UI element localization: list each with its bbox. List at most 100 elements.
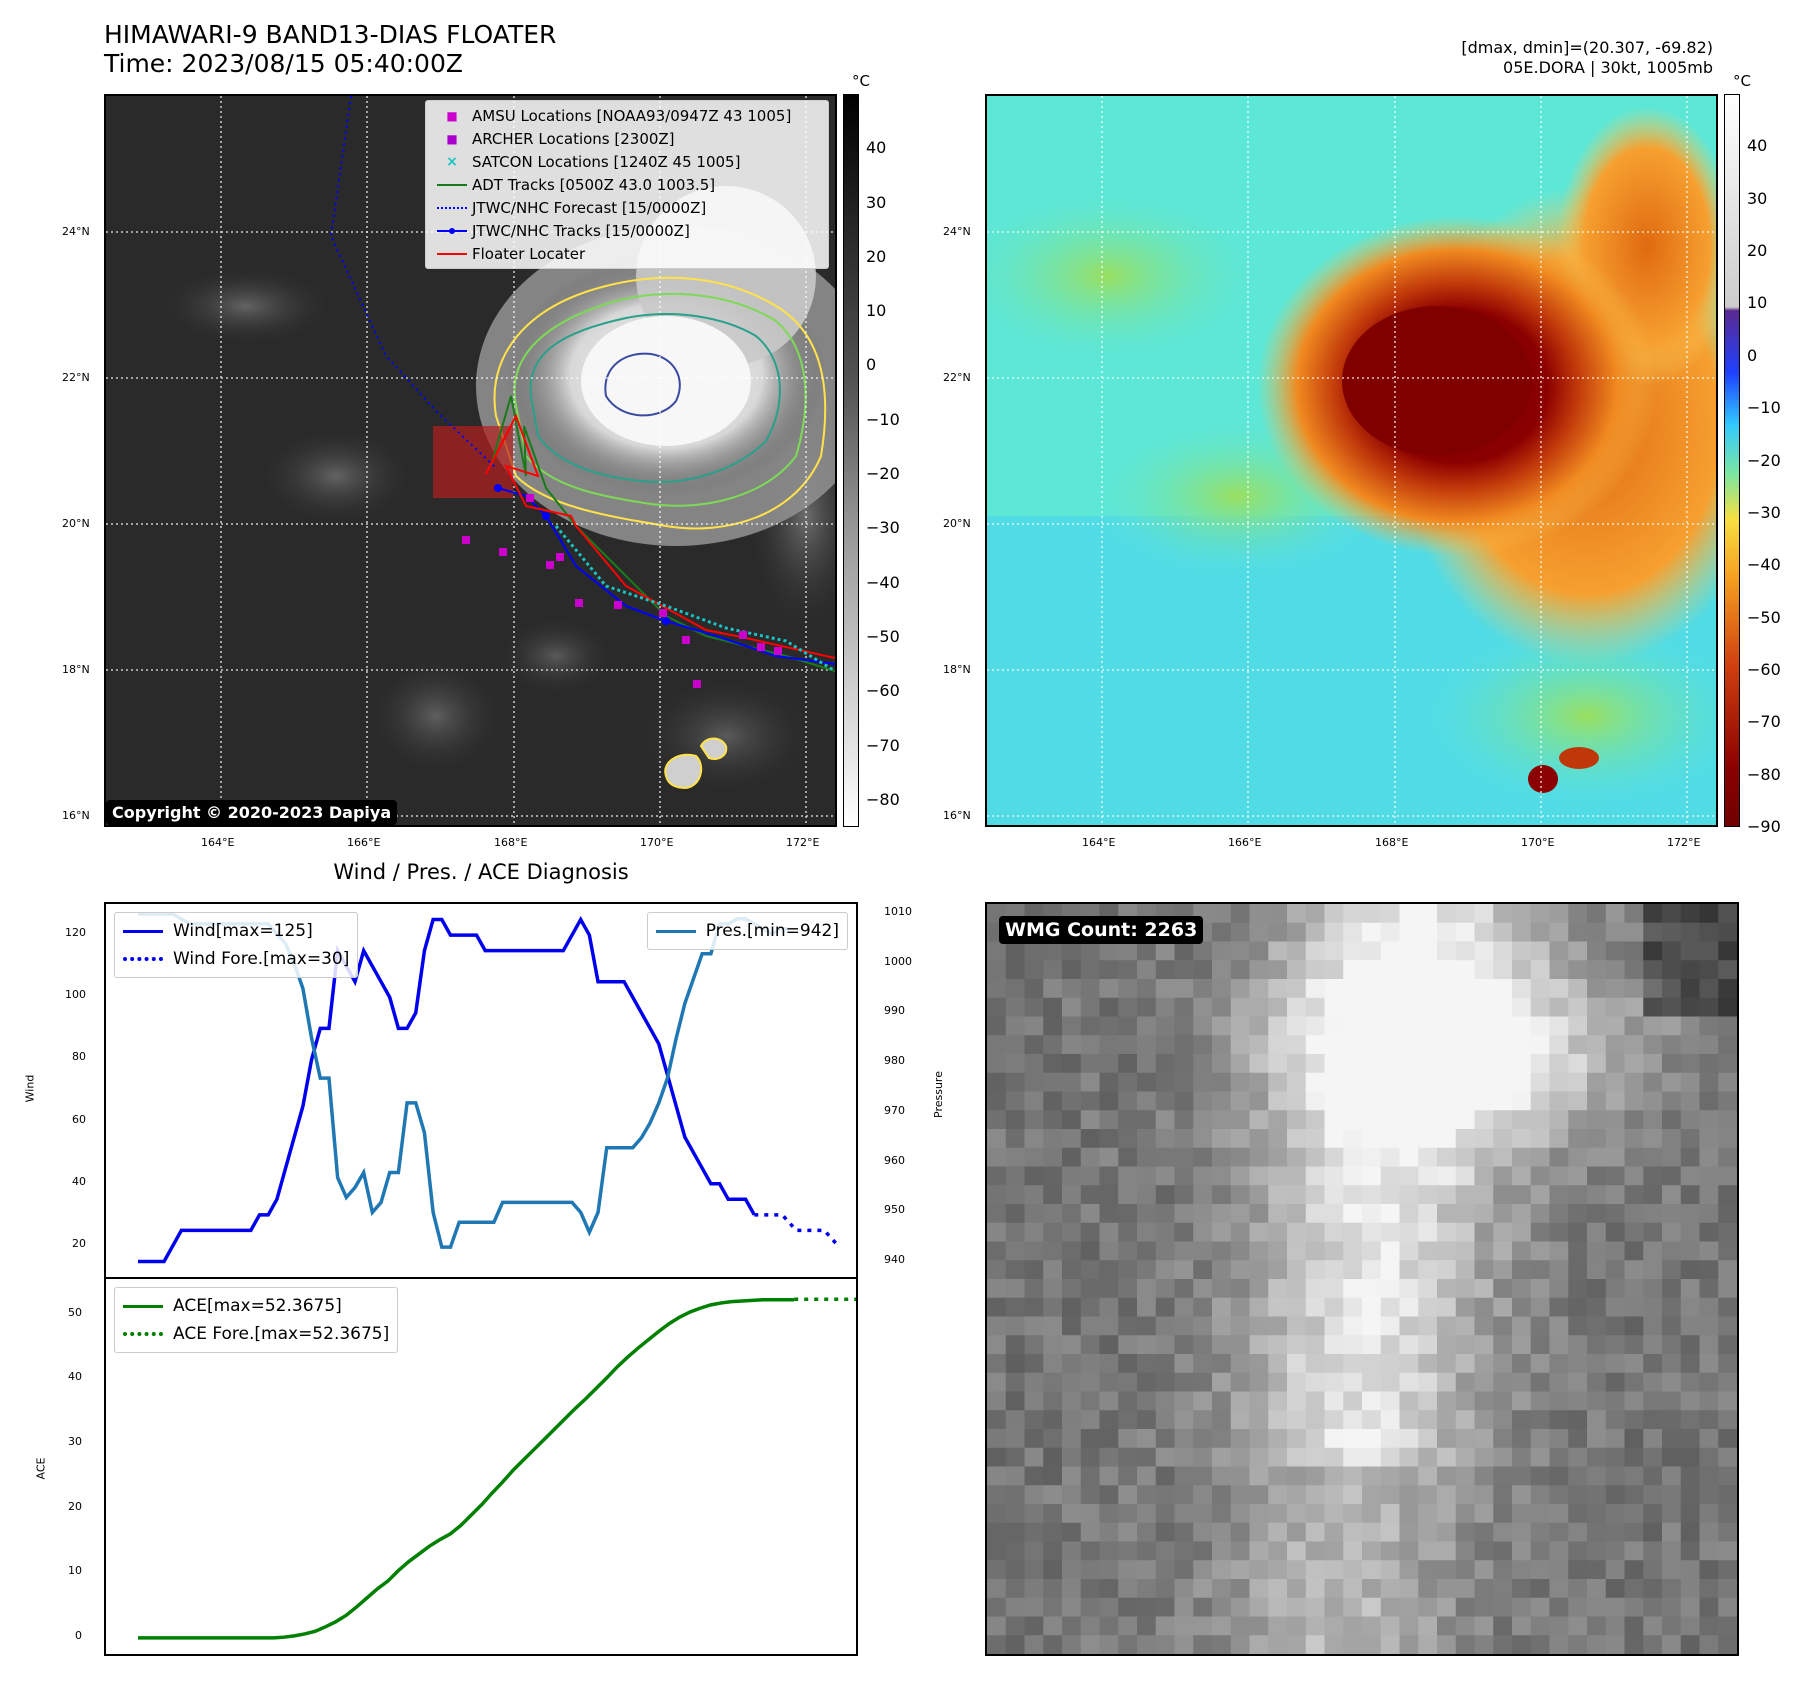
line-marker-icon bbox=[432, 183, 472, 186]
legend-item-amsu: ■ AMSU Locations [NOAA93/0947Z 43 1005] bbox=[432, 104, 822, 127]
dotted-line-icon bbox=[123, 957, 163, 961]
pressure-tick: 960 bbox=[884, 1153, 905, 1167]
legend-item-wind: Wind[max=125] bbox=[123, 917, 349, 945]
pressure-ylabel: Pressure bbox=[931, 1071, 945, 1118]
enhanced-map-svg bbox=[987, 96, 1716, 825]
colorbar-tick: 20 bbox=[866, 246, 887, 266]
wind-tick: 120 bbox=[65, 926, 86, 940]
lat-tick: 16°N bbox=[943, 809, 971, 822]
legend-label: Wind[max=125] bbox=[173, 921, 313, 941]
lat-tick: 20°N bbox=[62, 517, 90, 530]
pressure-tick: 970 bbox=[884, 1103, 905, 1117]
figure-title: HIMAWARI-9 BAND13-DIAS FLOATER Time: 202… bbox=[104, 20, 556, 78]
dotted-line-icon bbox=[123, 1332, 163, 1336]
diagnosis-title: Wind / Pres. / ACE Diagnosis bbox=[333, 860, 629, 884]
colorbar-tick: 0 bbox=[1747, 345, 1758, 365]
colorbar-tick: −70 bbox=[866, 735, 900, 755]
wmg-svg bbox=[987, 904, 1737, 1654]
lat-tick: 16°N bbox=[62, 809, 90, 822]
square-marker-icon: ■ bbox=[446, 131, 458, 146]
pressure-tick: 950 bbox=[884, 1203, 905, 1217]
line-marker-icon bbox=[123, 929, 163, 933]
legend-item-satcon: × SATCON Locations [1240Z 45 1005] bbox=[432, 150, 822, 173]
legend-item-jtwc-forecast: JTWC/NHC Forecast [15/0000Z] bbox=[432, 196, 822, 219]
pressure-tick: 940 bbox=[884, 1253, 905, 1267]
title-line1: HIMAWARI-9 BAND13-DIAS FLOATER bbox=[104, 20, 557, 49]
line-marker-icon bbox=[432, 252, 472, 255]
lon-tick: 168°E bbox=[1375, 836, 1409, 849]
enhanced-map-panel bbox=[985, 94, 1718, 827]
colorbar-tick: −50 bbox=[866, 626, 900, 646]
ace-series-line bbox=[138, 1297, 795, 1640]
ace-panel: ACE[max=52.3675] ACE Fore.[max=52.3675] bbox=[104, 1277, 858, 1656]
colorbar-tick: 20 bbox=[1747, 241, 1768, 261]
legend-label: JTWC/NHC Forecast [15/0000Z] bbox=[472, 198, 707, 217]
colorbar-tick: −30 bbox=[1747, 502, 1781, 522]
pressure-tick: 1000 bbox=[884, 954, 912, 968]
legend-label: Floater Locater bbox=[472, 244, 586, 263]
x-marker-icon: × bbox=[446, 153, 458, 170]
wind-tick: 60 bbox=[72, 1112, 86, 1126]
colorbar-tick: −20 bbox=[1747, 450, 1781, 470]
colorbar-tick: 30 bbox=[866, 192, 887, 212]
wmg-mosaic bbox=[987, 904, 1737, 1654]
colorbar-tick: −60 bbox=[866, 681, 900, 701]
legend-label: ARCHER Locations [2300Z] bbox=[472, 129, 675, 148]
meta-info: [dmax, dmin]=(20.307, -69.82) 05E.DORA |… bbox=[1461, 38, 1713, 78]
legend-item-adt: ADT Tracks [0500Z 43.0 1003.5] bbox=[432, 173, 822, 196]
legend-item-pressure: Pres.[min=942] bbox=[655, 917, 839, 945]
lat-tick: 20°N bbox=[943, 517, 971, 530]
colorbar-left bbox=[843, 94, 859, 827]
ace-ylabel: ACE bbox=[34, 1457, 48, 1480]
legend-item-archer: ■ ARCHER Locations [2300Z] bbox=[432, 127, 822, 150]
pressure-legend: Pres.[min=942] bbox=[646, 912, 848, 950]
colorbar-tick: −20 bbox=[866, 464, 900, 484]
lon-tick: 164°E bbox=[201, 836, 235, 849]
legend-item-floater: Floater Locater bbox=[432, 242, 822, 265]
colorbar-tick: 10 bbox=[1747, 293, 1768, 313]
lat-tick: 18°N bbox=[943, 663, 971, 676]
wind-tick: 20 bbox=[72, 1236, 86, 1250]
colorbar-tick: −30 bbox=[866, 518, 900, 538]
lon-tick: 164°E bbox=[1082, 836, 1116, 849]
ace-tick: 20 bbox=[68, 1499, 82, 1513]
ace-tick: 10 bbox=[68, 1564, 82, 1578]
wind-tick: 80 bbox=[72, 1050, 86, 1064]
wind-series-line bbox=[138, 915, 756, 1264]
legend-label: ACE[max=52.3675] bbox=[173, 1296, 342, 1316]
colorbar-tick: −60 bbox=[1747, 659, 1781, 679]
ace-tick: 50 bbox=[68, 1305, 82, 1319]
lat-tick: 22°N bbox=[943, 371, 971, 384]
colorbar-right-unit: °C bbox=[1733, 72, 1751, 90]
colorbar-tick: −10 bbox=[1747, 398, 1781, 418]
colorbar-tick: −90 bbox=[1747, 817, 1781, 836]
colorbar-tick: −40 bbox=[866, 572, 900, 592]
legend-label: SATCON Locations [1240Z 45 1005] bbox=[472, 152, 741, 171]
wind-tick: 40 bbox=[72, 1174, 86, 1188]
legend-label: ACE Fore.[max=52.3675] bbox=[173, 1324, 390, 1344]
colorbar-tick: −10 bbox=[866, 409, 900, 429]
line-marker-icon bbox=[123, 1304, 163, 1308]
lat-tick: 24°N bbox=[62, 225, 90, 238]
wind-tick: 100 bbox=[65, 988, 86, 1002]
pressure-tick: 990 bbox=[884, 1004, 905, 1018]
legend-label: JTWC/NHC Tracks [15/0000Z] bbox=[472, 221, 690, 240]
legend-label: Pres.[min=942] bbox=[705, 921, 839, 941]
colorbar-tick: −80 bbox=[866, 789, 900, 809]
colorbar-right bbox=[1724, 94, 1740, 827]
ace-svg bbox=[138, 1297, 856, 1640]
copyright-label: Copyright © 2020-2023 Dapiya bbox=[106, 800, 398, 825]
ir-map-panel: ■ AMSU Locations [NOAA93/0947Z 43 1005] … bbox=[104, 94, 837, 827]
legend-item-ace-fore: ACE Fore.[max=52.3675] bbox=[123, 1320, 389, 1348]
dotted-line-icon bbox=[432, 206, 472, 209]
colorbar-tick: 0 bbox=[866, 355, 877, 375]
lat-tick: 18°N bbox=[62, 663, 90, 676]
colorbar-tick: 30 bbox=[1747, 188, 1768, 208]
legend-item-ace: ACE[max=52.3675] bbox=[123, 1292, 389, 1320]
lon-tick: 172°E bbox=[786, 836, 820, 849]
colorbar-tick: −80 bbox=[1747, 764, 1781, 784]
map-legend: ■ AMSU Locations [NOAA93/0947Z 43 1005] … bbox=[425, 100, 829, 269]
legend-item-jtwc-tracks: JTWC/NHC Tracks [15/0000Z] bbox=[432, 219, 822, 242]
colorbar-tick: 40 bbox=[1747, 136, 1768, 156]
meta-line2: 05E.DORA | 30kt, 1005mb bbox=[1503, 58, 1713, 77]
